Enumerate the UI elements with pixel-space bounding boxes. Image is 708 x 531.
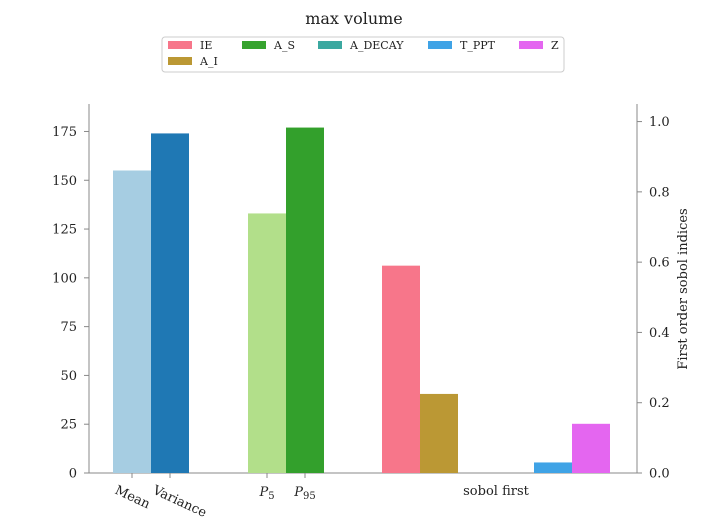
legend-label-t-ppt: T_PPT bbox=[460, 39, 496, 52]
bar-t-ppt bbox=[534, 462, 572, 473]
right-tick-label: 0.4 bbox=[649, 326, 670, 341]
plot-area: 0 25 50 75 100 125 150 175 0.0 0.2 0.4 0.6 0.8 1.0 Mea… bbox=[52, 104, 670, 521]
left-tick-label: 125 bbox=[52, 223, 77, 238]
left-tick-label: 25 bbox=[60, 418, 77, 433]
x-tick-label-mean: Mean bbox=[112, 483, 153, 513]
bar-p95 bbox=[286, 127, 324, 473]
legend-swatch-a-decay bbox=[318, 41, 342, 49]
bar-ie bbox=[382, 265, 420, 473]
x-tick-label-p5: P5 bbox=[258, 485, 274, 502]
chart-title: max volume bbox=[305, 9, 403, 28]
x-tick-label-variance: Variance bbox=[149, 483, 209, 521]
x-group-label-sobol-first: sobol first bbox=[463, 484, 529, 499]
left-tick-label: 0 bbox=[69, 467, 77, 482]
left-tick-label: 175 bbox=[52, 125, 77, 140]
right-axis-label: First order sobol indices bbox=[676, 208, 691, 369]
left-tick-label: 100 bbox=[52, 271, 77, 286]
right-tick-label: 1.0 bbox=[649, 115, 670, 130]
legend-swatch-t-ppt bbox=[428, 41, 452, 49]
bar-p5 bbox=[248, 213, 286, 473]
legend: IE A_S A_DECAY T_PPT Z A_I bbox=[161, 36, 565, 73]
left-tick-label: 75 bbox=[60, 320, 77, 335]
legend-label-z: Z bbox=[551, 39, 559, 52]
legend-swatch-z bbox=[519, 41, 543, 49]
bar-mean bbox=[113, 170, 151, 473]
legend-label-ie: IE bbox=[200, 39, 212, 52]
right-tick-label: 0.8 bbox=[649, 185, 670, 200]
right-tick-label: 0.0 bbox=[649, 467, 670, 482]
legend-swatch-ie bbox=[168, 41, 192, 49]
bar-a-i bbox=[420, 393, 458, 473]
left-tick-label: 150 bbox=[52, 174, 77, 189]
right-tick-label: 0.6 bbox=[649, 256, 670, 271]
bar-variance bbox=[151, 133, 189, 473]
legend-label-a-s: A_S bbox=[273, 39, 295, 52]
legend-swatch-a-s bbox=[242, 41, 266, 49]
legend-label-a-i: A_I bbox=[199, 55, 218, 68]
legend-label-a-decay: A_DECAY bbox=[349, 39, 404, 52]
right-tick-label: 0.2 bbox=[649, 396, 670, 411]
x-tick-label-p95: P95 bbox=[293, 485, 315, 502]
legend-swatch-a-i bbox=[168, 57, 192, 65]
left-tick-label: 50 bbox=[60, 369, 77, 384]
bar-z bbox=[572, 423, 610, 473]
